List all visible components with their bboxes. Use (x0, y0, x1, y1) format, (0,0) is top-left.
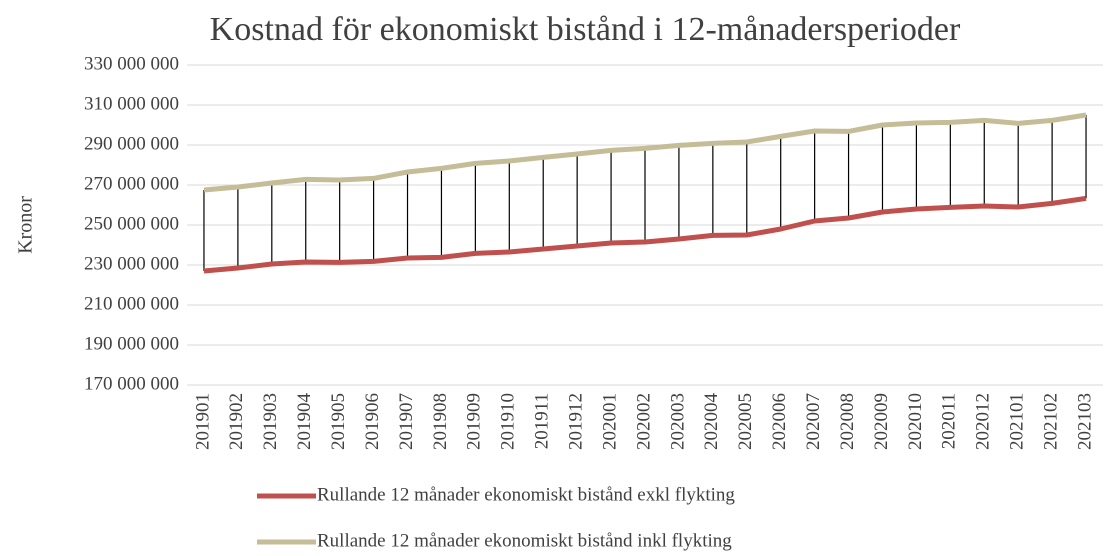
x-tick-label: 201906 (362, 393, 383, 450)
y-tick-label: 330 000 000 (84, 53, 179, 74)
x-tick-label: 201912 (566, 393, 587, 450)
x-tick-label: 201909 (464, 393, 485, 450)
legend-label: Rullande 12 månader ekonomiskt bistånd e… (317, 484, 735, 505)
x-tick-label: 201901 (192, 393, 213, 450)
x-tick-label: 202102 (1040, 393, 1061, 450)
y-tick-label: 230 000 000 (84, 253, 179, 274)
x-tick-label: 201905 (328, 393, 349, 450)
x-tick-label: 202012 (973, 393, 994, 450)
x-tick-label: 201904 (294, 393, 315, 451)
x-tick-label: 202006 (769, 393, 790, 450)
x-tick-label: 202007 (803, 393, 824, 450)
x-tick-label: 202009 (871, 393, 892, 450)
y-tick-label: 190 000 000 (84, 333, 179, 354)
x-tick-label: 202002 (633, 393, 654, 450)
y-tick-label: 290 000 000 (84, 133, 179, 154)
x-tick-label: 202003 (667, 393, 688, 450)
x-tick-label: 202101 (1007, 393, 1028, 450)
x-tick-label: 202008 (837, 393, 858, 450)
legend-label: Rullande 12 månader ekonomiskt bistånd i… (317, 530, 732, 551)
x-tick-label: 201907 (396, 393, 417, 450)
x-tick-label: 202011 (939, 393, 960, 449)
x-tick-label: 202004 (701, 393, 722, 451)
y-tick-label: 270 000 000 (84, 173, 179, 194)
y-tick-label: 310 000 000 (84, 93, 179, 114)
y-axis-label: Kronor (15, 196, 37, 254)
x-tick-label: 202010 (905, 393, 926, 450)
x-tick-label: 201911 (532, 393, 553, 449)
x-tick-label: 202103 (1074, 393, 1095, 450)
x-tick-label: 202005 (735, 393, 756, 450)
y-tick-label: 250 000 000 (84, 213, 179, 234)
chart-title: Kostnad för ekonomiskt bistånd i 12-måna… (210, 11, 961, 48)
series-line (203, 195, 1087, 274)
series-line (203, 112, 1087, 193)
y-tick-label: 170 000 000 (84, 373, 179, 394)
x-tick-label: 201908 (430, 393, 451, 450)
x-tick-label: 201903 (260, 393, 281, 450)
x-tick-label: 201910 (498, 393, 519, 450)
x-tick-label: 201902 (226, 393, 247, 450)
x-tick-label: 202001 (599, 393, 620, 450)
y-tick-label: 210 000 000 (84, 293, 179, 314)
